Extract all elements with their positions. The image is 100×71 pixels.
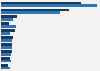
Bar [1, 53, 11, 56]
Bar [1, 15, 17, 18]
Bar [1, 11, 60, 14]
Bar [1, 64, 8, 67]
Bar [1, 39, 12, 42]
Bar [1, 9, 70, 11]
Bar [1, 32, 10, 35]
Bar [1, 46, 12, 49]
Bar [1, 57, 10, 60]
Bar [1, 2, 82, 4]
Bar [1, 36, 13, 39]
Bar [1, 29, 15, 32]
Bar [1, 22, 9, 25]
Bar [1, 25, 16, 28]
Bar [1, 50, 12, 53]
Bar [1, 4, 97, 7]
Bar [1, 67, 10, 69]
Bar [1, 43, 12, 46]
Bar [1, 60, 12, 62]
Bar [1, 18, 13, 21]
